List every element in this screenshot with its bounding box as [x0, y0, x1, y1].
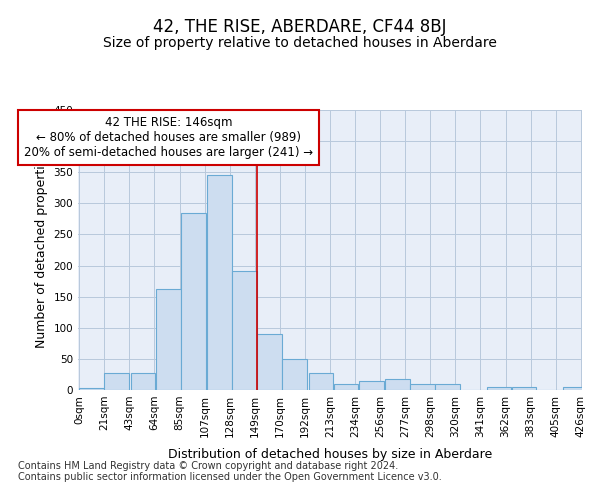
Bar [308, 372, 334, 390]
Text: Contains HM Land Registry data © Crown copyright and database right 2024.
Contai: Contains HM Land Registry data © Crown c… [18, 461, 442, 482]
Bar [410, 384, 435, 390]
Bar [104, 372, 129, 390]
Bar [131, 372, 155, 390]
Bar [232, 271, 257, 390]
Bar [156, 289, 181, 390]
Bar [79, 388, 104, 390]
Bar [435, 384, 460, 390]
Bar [207, 176, 232, 390]
Bar [563, 387, 588, 390]
Bar [334, 384, 358, 390]
Text: 42, THE RISE, ABERDARE, CF44 8BJ: 42, THE RISE, ABERDARE, CF44 8BJ [153, 18, 447, 36]
Bar [181, 212, 206, 390]
Y-axis label: Number of detached properties: Number of detached properties [35, 152, 48, 348]
Bar [257, 334, 282, 390]
Bar [512, 387, 536, 390]
Bar [487, 387, 511, 390]
X-axis label: Distribution of detached houses by size in Aberdare: Distribution of detached houses by size … [168, 448, 492, 461]
Text: 42 THE RISE: 146sqm
← 80% of detached houses are smaller (989)
20% of semi-detac: 42 THE RISE: 146sqm ← 80% of detached ho… [24, 116, 313, 159]
Bar [359, 380, 383, 390]
Text: Size of property relative to detached houses in Aberdare: Size of property relative to detached ho… [103, 36, 497, 50]
Bar [283, 359, 307, 390]
Bar [385, 380, 410, 390]
